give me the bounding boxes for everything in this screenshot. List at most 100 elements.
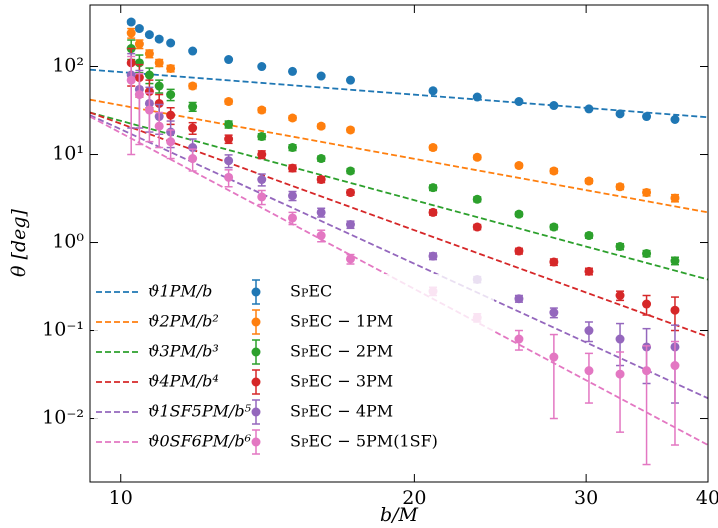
data-point — [345, 188, 355, 198]
data-point — [316, 71, 326, 81]
plot-area — [90, 17, 708, 466]
data-point — [166, 90, 176, 100]
data-point — [549, 166, 559, 176]
data-point — [514, 334, 524, 344]
data-point — [224, 97, 234, 107]
data-point — [188, 46, 198, 56]
data-point — [615, 242, 625, 252]
legend-label: ϑ1SF5PM/b⁵ — [148, 402, 252, 421]
data-point — [345, 254, 355, 264]
y-tick-label: 10⁻² — [42, 407, 84, 429]
data-point — [472, 222, 482, 232]
data-point — [345, 125, 355, 135]
legend-box — [94, 274, 494, 458]
data-point — [224, 55, 234, 65]
legend-label: SpEC − 2PM — [290, 342, 393, 361]
data-point — [257, 175, 267, 185]
data-point — [584, 231, 594, 241]
data-point — [257, 150, 267, 160]
data-point — [472, 152, 482, 162]
data-point — [670, 114, 680, 124]
data-point — [549, 352, 559, 362]
data-point — [514, 209, 524, 219]
data-point — [428, 143, 438, 153]
plot-frame — [89, 4, 709, 483]
data-point — [126, 75, 136, 85]
data-point — [166, 137, 176, 147]
data-point — [642, 188, 652, 198]
legend-label: SpEC − 5PM(1SF) — [290, 432, 438, 451]
data-point — [166, 38, 176, 48]
data-point — [428, 183, 438, 193]
data-point — [642, 366, 652, 376]
data-point — [154, 58, 164, 68]
data-point — [615, 291, 625, 301]
data-point — [670, 193, 680, 203]
legend-marker — [251, 317, 261, 327]
data-point — [670, 361, 680, 371]
data-point — [144, 30, 154, 40]
legend-marker — [251, 407, 261, 417]
data-point — [670, 256, 680, 266]
data-point — [288, 66, 298, 76]
legend-marker — [251, 287, 261, 297]
data-point — [316, 207, 326, 217]
data-point — [154, 34, 164, 44]
data-point — [134, 39, 144, 49]
data-point — [615, 369, 625, 379]
legend-label: ϑ2PM/b² — [148, 312, 219, 331]
data-point — [549, 222, 559, 232]
data-point — [428, 251, 438, 261]
data-point — [584, 366, 594, 376]
data-point — [126, 17, 136, 27]
data-point — [549, 308, 559, 318]
data-point — [257, 62, 267, 72]
data-point — [345, 75, 355, 85]
data-point — [257, 132, 267, 142]
data-point — [670, 305, 680, 315]
model-line — [90, 68, 708, 119]
legend-label: ϑ4PM/b⁴ — [148, 372, 219, 391]
data-point — [428, 207, 438, 217]
data-point — [472, 92, 482, 102]
data-point — [144, 49, 154, 59]
data-point — [166, 63, 176, 73]
legend-label: ϑ3PM/b³ — [148, 342, 219, 361]
legend-label: ϑ1PM/b — [148, 282, 212, 301]
data-point — [549, 257, 559, 267]
data-point — [257, 192, 267, 202]
data-point — [224, 134, 234, 144]
legend-label: SpEC − 4PM — [290, 402, 393, 421]
data-point — [615, 109, 625, 119]
data-point — [514, 294, 524, 304]
legend-label: ϑ0SF6PM/b⁶ — [148, 432, 252, 451]
data-point — [514, 97, 524, 107]
data-point — [288, 163, 298, 173]
x-axis-label: b/M — [380, 504, 419, 526]
data-point — [188, 102, 198, 112]
legend-marker — [251, 347, 261, 357]
data-point — [549, 101, 559, 111]
data-point — [288, 143, 298, 153]
data-point — [345, 220, 355, 230]
x-tick-label: 30 — [574, 487, 598, 509]
y-tick-label: 10⁰ — [52, 231, 84, 253]
data-point — [144, 70, 154, 80]
data-point — [134, 90, 144, 100]
data-point — [144, 105, 154, 115]
data-point — [288, 213, 298, 223]
data-point — [615, 334, 625, 344]
data-point — [584, 104, 594, 114]
legend: ϑ1PM/b ϑ2PM/b² ϑ3PM/b³ ϑ4PM/b⁴ ϑ1SF5PM/b⁵ ϑ0S… — [94, 274, 494, 458]
x-tick-label: 20 — [402, 487, 426, 509]
data-point — [615, 182, 625, 192]
data-point — [428, 86, 438, 96]
data-point — [642, 299, 652, 309]
x-tick-label: 40 — [696, 487, 718, 509]
data-point — [288, 113, 298, 123]
model-line — [90, 111, 708, 281]
data-point — [642, 249, 652, 259]
data-point — [514, 246, 524, 256]
data-point — [316, 154, 326, 164]
